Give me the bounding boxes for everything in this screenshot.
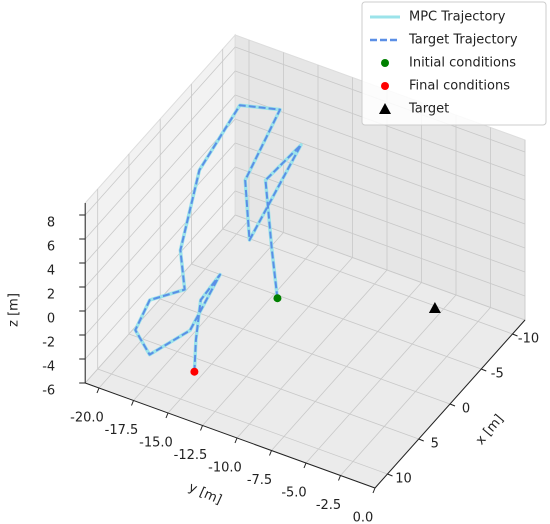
grid-line xyxy=(305,294,457,464)
x-tick-label: -5 xyxy=(491,367,504,382)
legend-swatch xyxy=(381,82,389,90)
x-tick-label: 0 xyxy=(462,402,470,417)
x-tick-label: 10 xyxy=(395,472,412,487)
y-tick-label: -12.5 xyxy=(174,448,208,463)
tick-mark xyxy=(387,473,393,477)
legend-swatch xyxy=(379,103,391,114)
z-tick-label: 2 xyxy=(47,288,55,303)
tick-mark xyxy=(131,400,134,406)
legend-label: Target Trajectory xyxy=(408,33,518,48)
tick-mark xyxy=(481,368,487,372)
grid-line xyxy=(235,118,526,225)
legend-label: Final conditions xyxy=(409,79,510,94)
tick-mark xyxy=(449,403,456,407)
trajectory-line xyxy=(134,104,302,372)
grid-line xyxy=(84,46,236,216)
z-tick-label: 6 xyxy=(47,240,55,255)
legend-label: MPC Trajectory xyxy=(409,10,506,25)
grid-line xyxy=(236,269,388,439)
grid-line xyxy=(340,307,491,476)
z-tick-label: 8 xyxy=(47,216,55,231)
legend-swatch xyxy=(381,59,389,67)
grid-line xyxy=(84,70,236,240)
y-tick-label: 0.0 xyxy=(353,511,374,524)
grid-line xyxy=(98,219,250,389)
y-tick-label: -2.5 xyxy=(316,498,341,513)
x-tick-label: 5 xyxy=(431,437,439,452)
grid-line xyxy=(84,166,236,336)
grid-line xyxy=(167,244,319,414)
tick-mark xyxy=(165,412,169,419)
tick-mark xyxy=(269,450,272,456)
tick-mark xyxy=(303,462,307,469)
z-tick-label: 0 xyxy=(47,312,55,327)
tick-mark xyxy=(338,475,341,481)
y-tick-label: -20.0 xyxy=(70,411,104,426)
grid-line xyxy=(235,94,526,201)
y-tick-label: -5.0 xyxy=(281,486,306,501)
point-marker xyxy=(428,302,441,313)
tick-mark xyxy=(418,438,424,442)
x-axis-label: x [m] xyxy=(473,412,507,448)
y-tick-label: -10.0 xyxy=(208,461,242,476)
tick-mark xyxy=(234,437,238,444)
grid-line xyxy=(84,190,236,360)
y-tick-label: -15.0 xyxy=(139,436,173,451)
z-tick-label: -6 xyxy=(42,384,55,399)
z-tick-label: -4 xyxy=(42,360,55,375)
tick-mark xyxy=(512,333,518,337)
point-marker xyxy=(190,367,199,376)
grid-line xyxy=(235,166,526,273)
y-tick-label: -7.5 xyxy=(247,473,272,488)
grid-line xyxy=(235,214,526,321)
grid-line xyxy=(202,257,353,426)
tick-mark xyxy=(372,487,376,494)
legend-box xyxy=(361,1,547,126)
y-tick-label: -17.5 xyxy=(105,423,139,438)
grid-line xyxy=(84,118,236,288)
point-marker xyxy=(273,294,282,303)
y-axis-label: y [m] xyxy=(186,480,224,508)
grid-line xyxy=(84,94,236,264)
legend-label: Target xyxy=(408,102,449,117)
grid-line xyxy=(133,232,284,401)
grid-line xyxy=(235,190,526,297)
grid-line xyxy=(84,214,236,384)
grid-line xyxy=(84,142,236,312)
x-tick-label: -10 xyxy=(518,332,539,347)
z-tick-label: -2 xyxy=(42,336,55,351)
z-tick-label: 4 xyxy=(47,264,55,279)
z-axis-label: z [m] xyxy=(7,293,22,327)
tick-mark xyxy=(96,387,100,394)
grid-line xyxy=(271,282,422,451)
legend-label: Initial conditions xyxy=(409,56,516,71)
tick-mark xyxy=(200,425,203,431)
